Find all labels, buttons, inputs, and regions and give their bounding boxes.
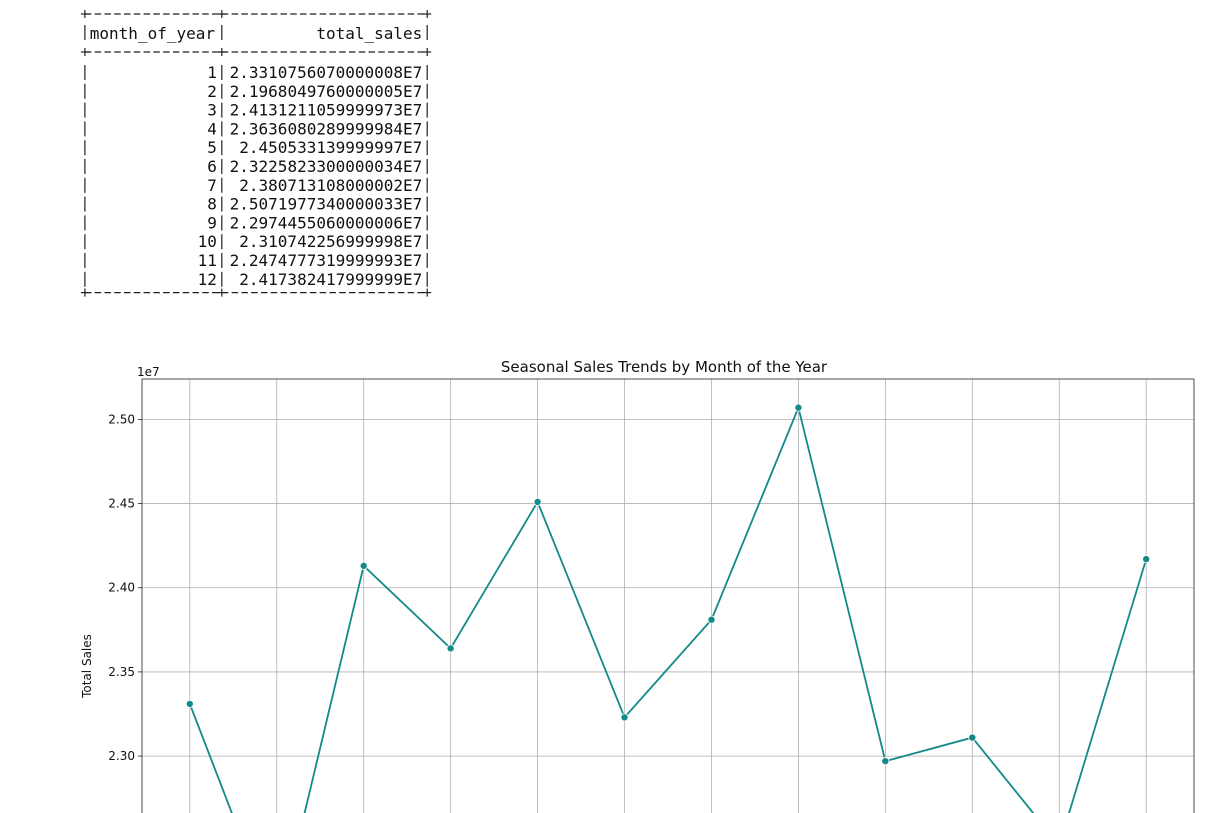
table-cell: 2 xyxy=(207,82,217,101)
table-cell: 11 xyxy=(198,251,217,270)
table-cell: 2.5071977340000033E7 xyxy=(230,195,423,214)
y-axis-label: Total Sales xyxy=(80,634,94,699)
data-point xyxy=(185,699,194,708)
table-cell: 9 xyxy=(207,213,217,232)
table-cell: 8 xyxy=(207,195,217,214)
table-cell: 2.2474777319999993E7 xyxy=(230,251,423,270)
table-cell: 5 xyxy=(207,138,217,157)
table-cell: 2.4131211059999973E7 xyxy=(230,101,423,120)
table-cell: 10 xyxy=(198,232,217,251)
table-cell: 1 xyxy=(207,63,217,82)
y-tick-label: 2.45 xyxy=(108,497,135,511)
table-cell: 3 xyxy=(207,101,217,120)
data-point xyxy=(1142,555,1151,564)
table-cell: 2.310742256999998E7 xyxy=(239,232,422,251)
table-cell: 2.3225823300000034E7 xyxy=(230,157,423,176)
series-line xyxy=(188,404,1148,813)
y-tick-label: 2.30 xyxy=(108,749,135,763)
table-cell: 2.417382417999999E7 xyxy=(239,270,422,289)
data-point xyxy=(620,713,629,722)
table-cell: 12 xyxy=(198,270,217,289)
table-cell: 2.2974455060000006E7 xyxy=(230,213,423,232)
y-tick-label: 2.40 xyxy=(108,581,135,595)
data-point xyxy=(881,757,890,766)
chart-title: Seasonal Sales Trends by Month of the Ye… xyxy=(501,358,828,376)
table-cell: 2.450533139999997E7 xyxy=(239,138,422,157)
data-point xyxy=(359,561,368,570)
data-point xyxy=(533,497,542,506)
data-point xyxy=(968,733,977,742)
y-offset-label: 1e7 xyxy=(137,365,160,379)
table-cell: 4 xyxy=(207,119,217,138)
data-point xyxy=(446,644,455,653)
table-cell: 2.3636080289999984E7 xyxy=(230,119,423,138)
data-point xyxy=(707,615,716,624)
y-tick-label: 2.35 xyxy=(108,665,135,679)
table-cell: 2.380713108000002E7 xyxy=(239,176,422,195)
table-header: month_of_year xyxy=(90,24,216,43)
table-cell: 6 xyxy=(207,157,217,176)
table-header: total_sales xyxy=(316,24,422,43)
y-tick-label: 2.50 xyxy=(108,412,135,426)
table-cell: 7 xyxy=(207,176,217,195)
plot-frame xyxy=(141,378,1195,813)
table-cell: 2.3310756070000008E7 xyxy=(230,63,423,82)
data-point xyxy=(794,403,803,412)
table-cell: 2.1968049760000005E7 xyxy=(230,82,423,101)
